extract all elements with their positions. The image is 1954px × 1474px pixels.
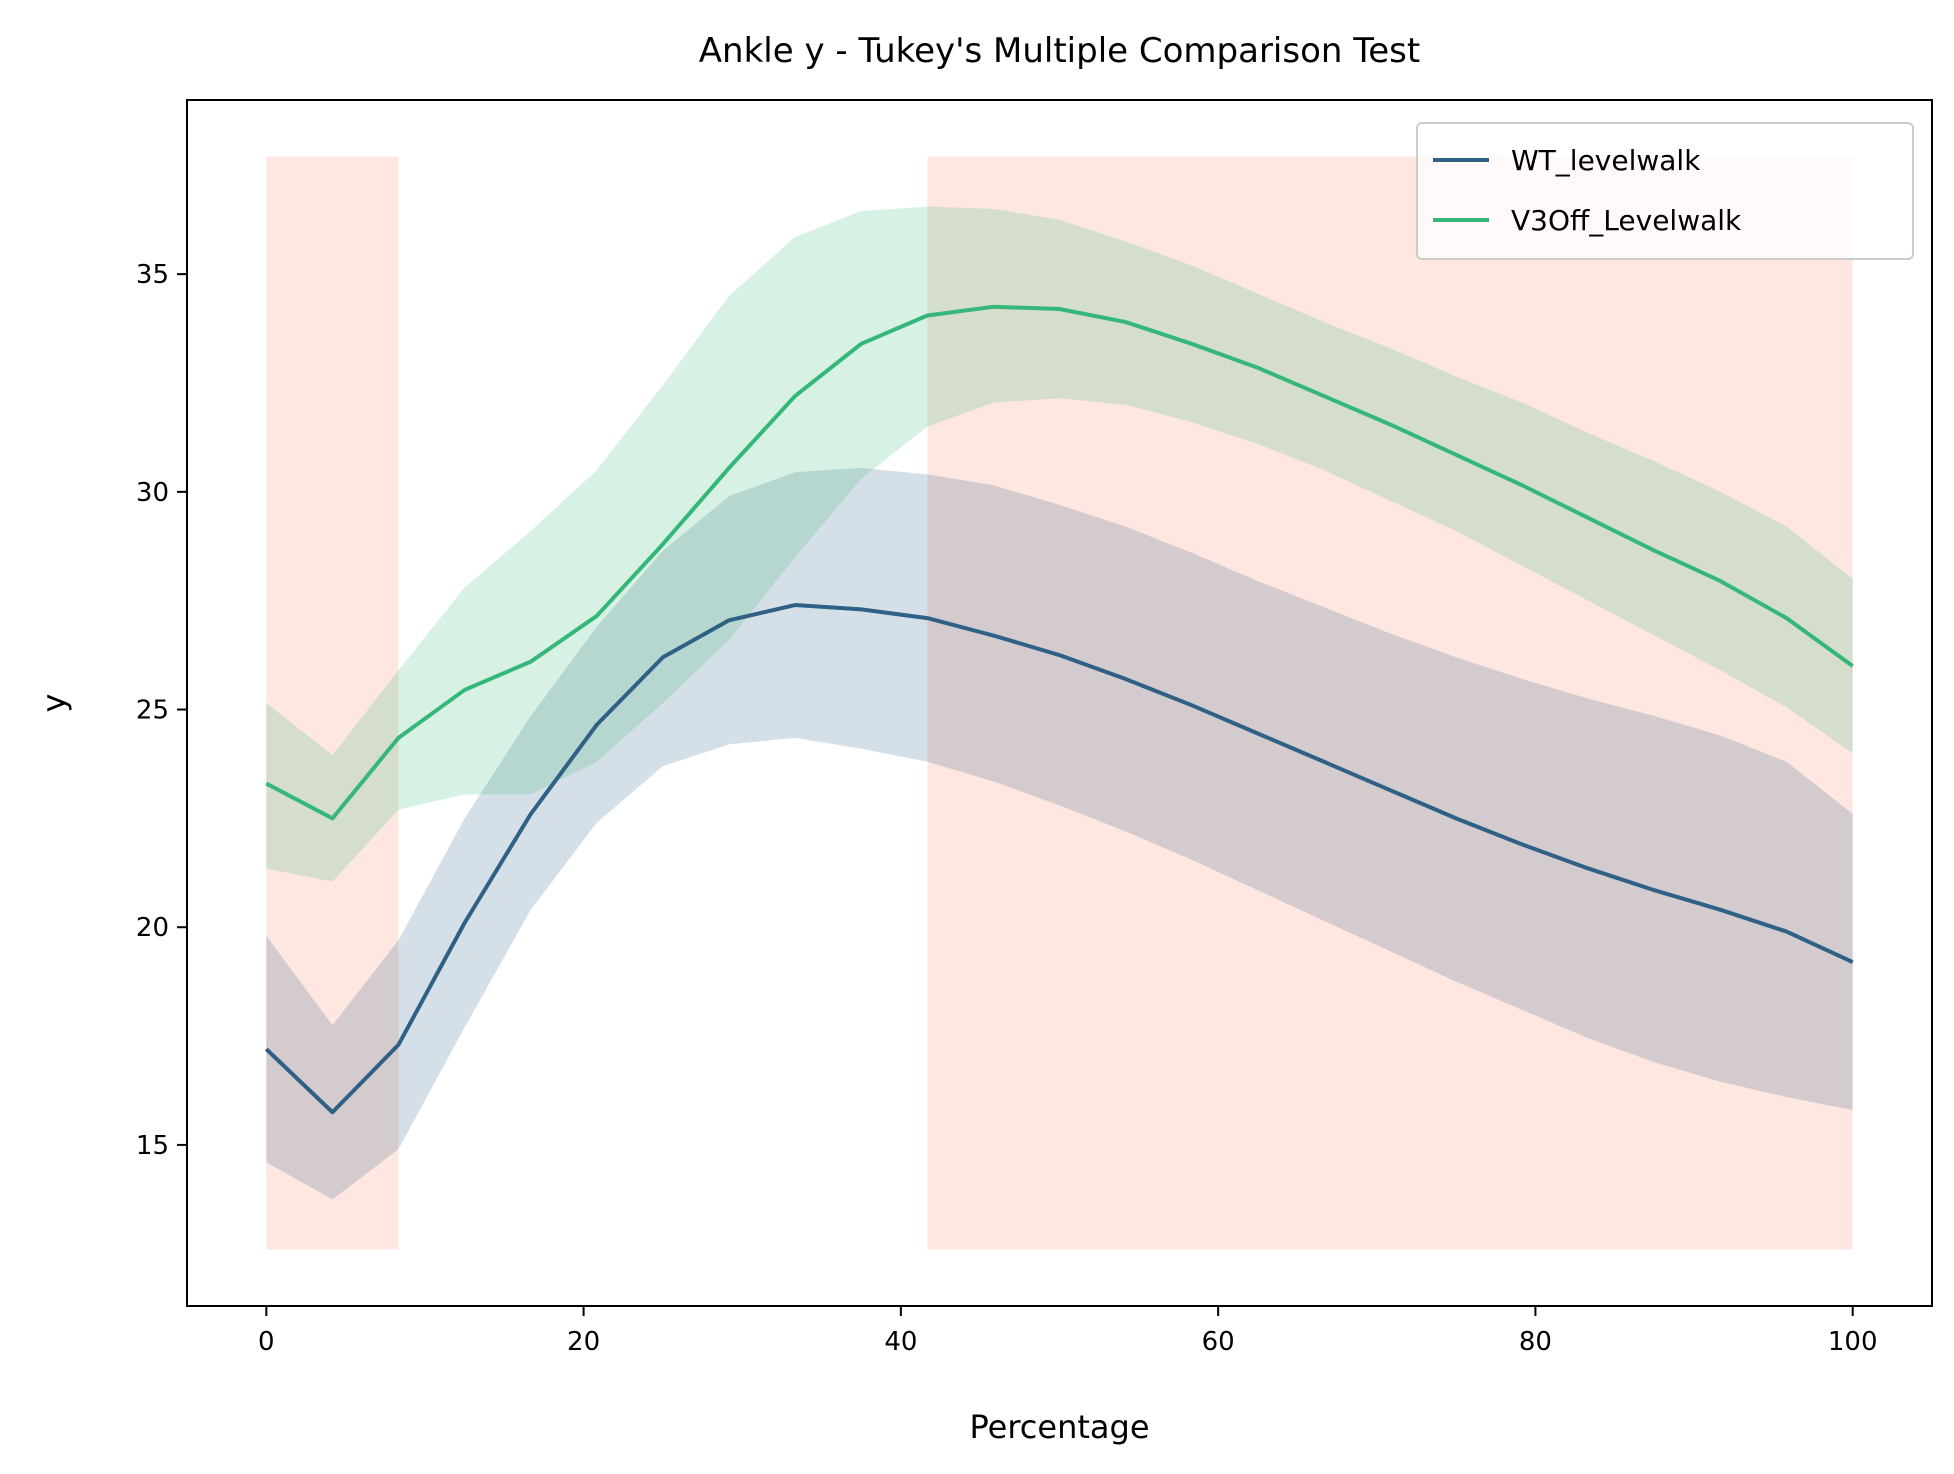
x-tick-label: 80 (1519, 1327, 1552, 1357)
series-line (264, 603, 1854, 1115)
legend-label: WT_levelwalk (1511, 144, 1701, 177)
y-tick-label: 25 (136, 696, 169, 726)
x-tick-label: 60 (1202, 1327, 1235, 1357)
x-tick-label: 20 (567, 1327, 600, 1357)
confidence-bands (266, 206, 1853, 1200)
x-axis-ticks: 0 20 40 60 80 100 (258, 1306, 1878, 1357)
significance-region (927, 156, 1853, 1250)
confidence-band (266, 467, 1853, 1200)
y-tick-label: 35 (136, 260, 169, 290)
y-axis-label: y (35, 694, 73, 713)
confidence-band (266, 206, 1853, 882)
x-tick-label: 100 (1828, 1327, 1878, 1357)
chart-title: Ankle y - Tukey's Multiple Comparison Te… (699, 31, 1420, 71)
legend-label: V3Off_Levelwalk (1511, 204, 1742, 237)
plot-frame (186, 99, 1933, 1307)
y-tick-label: 20 (136, 913, 169, 943)
significance-regions (266, 156, 1853, 1250)
x-tick-label: 0 (258, 1327, 275, 1357)
x-axis-label: Percentage (969, 1408, 1149, 1446)
y-axis-ticks: 15 20 25 30 35 (136, 260, 187, 1161)
legend: WT_levelwalk V3Off_Levelwalk (1416, 122, 1914, 260)
legend-box (1416, 122, 1914, 260)
x-tick-label: 40 (884, 1327, 917, 1357)
y-tick-label: 15 (136, 1131, 169, 1161)
series-line (265, 304, 1854, 821)
series-lines (264, 304, 1854, 1115)
y-tick-label: 30 (136, 478, 169, 508)
